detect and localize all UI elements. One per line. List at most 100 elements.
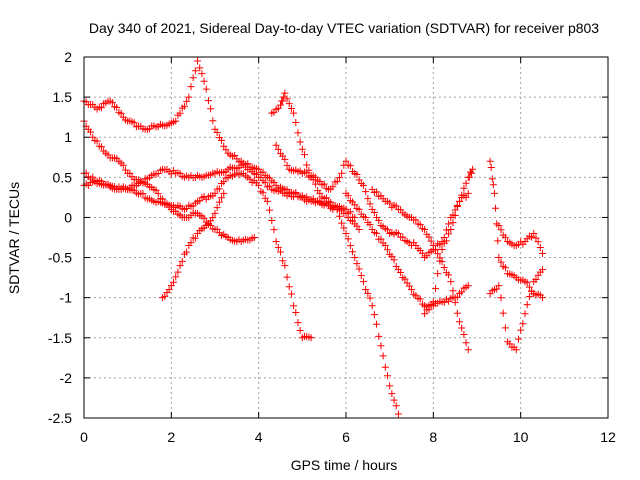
data-point — [274, 145, 282, 153]
data-point — [453, 309, 461, 317]
data-point — [191, 67, 199, 75]
data-point — [373, 188, 381, 196]
data-point — [451, 298, 459, 306]
data-point — [185, 93, 193, 101]
data-point — [497, 258, 505, 266]
data-point — [176, 262, 184, 270]
data-point — [462, 339, 470, 347]
data-point — [213, 204, 221, 212]
data-point — [87, 128, 95, 136]
data-point — [523, 301, 531, 309]
data-point — [281, 89, 289, 97]
data-point — [366, 200, 374, 208]
data-point — [355, 176, 363, 184]
data-point — [489, 181, 497, 189]
data-point — [445, 220, 453, 228]
data-point — [161, 292, 169, 300]
data-point — [198, 70, 206, 78]
data-point — [283, 161, 291, 169]
data-point — [534, 238, 542, 246]
data-point — [209, 214, 217, 222]
data-point — [449, 287, 457, 295]
data-point — [268, 217, 276, 225]
data-point — [427, 301, 435, 309]
data-point — [187, 239, 195, 247]
data-point — [180, 102, 188, 110]
data-point — [355, 225, 363, 233]
data-point — [346, 208, 354, 216]
data-point — [355, 265, 363, 273]
data-point — [357, 271, 365, 279]
data-point — [362, 214, 370, 222]
data-point — [512, 346, 520, 354]
data-point — [311, 180, 319, 188]
data-point — [416, 295, 424, 303]
data-point — [436, 257, 444, 265]
data-point — [368, 302, 376, 310]
data-point — [119, 161, 127, 169]
data-point — [274, 243, 282, 251]
data-point — [263, 197, 271, 205]
data-point — [458, 324, 466, 332]
data-point — [218, 194, 226, 202]
data-point — [218, 136, 226, 144]
data-point — [418, 249, 426, 257]
data-point — [453, 293, 461, 301]
data-point — [316, 189, 324, 197]
data-point — [514, 335, 522, 343]
plot-frame — [83, 56, 609, 419]
data-point — [528, 233, 536, 241]
data-point — [434, 250, 442, 258]
data-point — [292, 118, 300, 126]
data-point — [215, 185, 223, 193]
data-point — [165, 286, 173, 294]
data-point — [287, 290, 295, 298]
data-point — [346, 162, 354, 170]
data-point — [335, 174, 343, 182]
data-point — [200, 77, 208, 85]
data-point — [362, 286, 370, 294]
data-point — [196, 64, 204, 72]
data-point — [342, 157, 350, 165]
data-point — [329, 183, 337, 191]
data-point — [519, 320, 527, 328]
data-point — [447, 278, 455, 286]
data-point — [442, 237, 450, 245]
data-point — [209, 117, 217, 125]
data-point — [281, 155, 289, 163]
data-point — [353, 170, 361, 178]
series-track-13 — [495, 221, 546, 258]
data-point — [445, 271, 453, 279]
data-point — [394, 410, 402, 418]
x-tick-label: 10 — [513, 429, 529, 445]
data-point — [93, 137, 101, 145]
data-point — [301, 151, 309, 159]
data-point — [338, 219, 346, 227]
data-point — [429, 242, 437, 250]
series-track-1 — [80, 57, 359, 221]
data-point — [499, 309, 507, 317]
data-point — [349, 248, 357, 256]
data-point — [375, 216, 383, 224]
y-tick-label: -0.5 — [48, 250, 72, 266]
data-point — [189, 74, 197, 82]
data-point — [377, 235, 385, 243]
data-point — [170, 278, 178, 286]
data-point — [425, 233, 433, 241]
data-point — [425, 306, 433, 314]
data-point — [536, 243, 544, 251]
data-point — [342, 209, 350, 217]
data-point — [390, 396, 398, 404]
data-point — [465, 173, 473, 181]
data-point — [362, 188, 370, 196]
data-point — [447, 225, 455, 233]
data-point — [364, 195, 372, 203]
data-point — [296, 138, 304, 146]
x-tick-label: 2 — [167, 429, 175, 445]
data-point — [532, 234, 540, 242]
x-tick-label: 8 — [429, 429, 437, 445]
data-point — [497, 226, 505, 234]
data-point — [392, 402, 400, 410]
data-point — [183, 97, 191, 105]
